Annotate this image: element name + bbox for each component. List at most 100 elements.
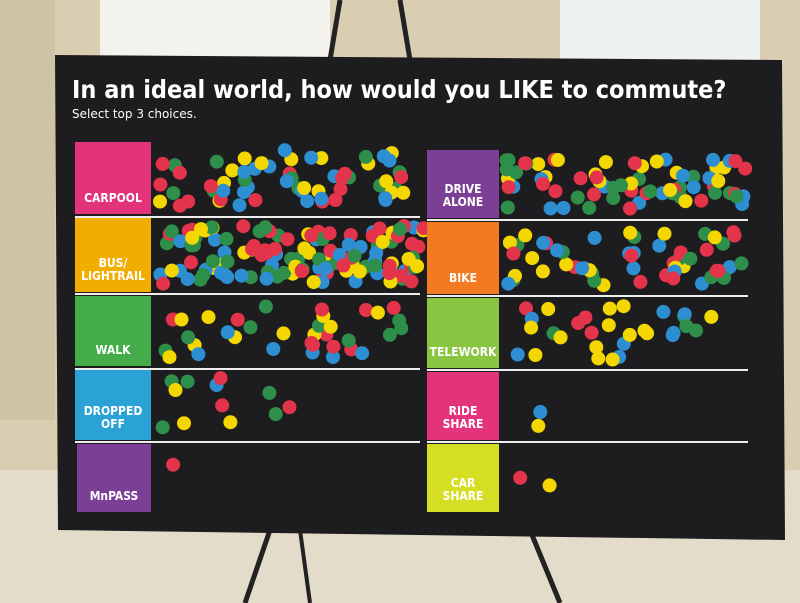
vote-dot (501, 276, 516, 291)
vote-dot (513, 470, 528, 485)
vote-dot (155, 156, 170, 171)
vote-dot (375, 234, 390, 249)
vote-dot (355, 346, 370, 361)
vote-dot (254, 156, 269, 171)
vote-dot (704, 309, 719, 324)
option-tile (427, 372, 499, 440)
vote-dot (393, 222, 407, 237)
vote-dot (297, 181, 312, 195)
vote-dot (587, 230, 602, 245)
vote-dot (541, 302, 556, 316)
vote-dot (276, 326, 291, 341)
vote-dot (382, 327, 397, 342)
vote-dot (518, 228, 533, 243)
easel-leg (527, 529, 563, 603)
easel-leg (242, 529, 273, 603)
board (55, 55, 785, 540)
vote-dot (536, 176, 550, 191)
vote-dot (277, 143, 292, 158)
vote-dot (394, 170, 409, 184)
vote-dot (368, 258, 383, 273)
vote-dot (314, 191, 329, 206)
vote-dot (336, 258, 351, 273)
vote-dot (225, 163, 240, 178)
vote-dot (243, 320, 258, 335)
vote-dot (401, 252, 416, 266)
vote-dot (678, 194, 693, 209)
vote-dot (396, 185, 411, 200)
vote-dot (624, 248, 639, 263)
vote-dot (277, 265, 291, 280)
vote-dot (337, 166, 352, 181)
vote-dot (219, 231, 234, 246)
vote-dot (153, 177, 168, 192)
option-tile (427, 298, 499, 368)
vote-dot (616, 299, 631, 314)
vote-dot (708, 185, 722, 200)
vote-dot (173, 234, 188, 249)
vote-dot (686, 169, 701, 184)
vote-dot (683, 251, 698, 266)
vote-dot (262, 385, 277, 400)
option-label: TELEWORK (430, 345, 497, 359)
vote-dot (665, 328, 680, 343)
vote-dot (738, 161, 753, 176)
option-tile (427, 444, 499, 512)
vote-dot (185, 230, 200, 245)
option-label: RIDE (449, 404, 478, 418)
vote-dot (174, 312, 189, 327)
option-label: MnPASS (90, 489, 139, 503)
vote-dot (223, 415, 238, 430)
vote-dot (404, 274, 419, 289)
vote-dot (347, 248, 362, 263)
vote-dot (181, 194, 196, 209)
vote-dot (598, 155, 613, 170)
vote-dot (155, 420, 170, 435)
vote-dot (328, 193, 343, 207)
option-label: BUS/ (99, 256, 128, 270)
vote-dot (203, 179, 218, 194)
vote-dot (727, 228, 742, 243)
vote-dot (378, 191, 393, 206)
vote-dot (332, 247, 347, 262)
vote-dot (506, 246, 521, 261)
vote-dot (627, 156, 642, 171)
vote-dot (326, 339, 341, 354)
vote-dot (518, 156, 533, 171)
vote-dot (382, 258, 397, 273)
vote-dot (306, 275, 321, 290)
option-label: DRIVE (444, 182, 481, 196)
vote-dot (386, 300, 401, 315)
board-subtitle: Select top 3 choices. (72, 107, 197, 121)
option-tile (75, 142, 151, 214)
vote-dot (570, 190, 585, 205)
vote-dot (237, 164, 252, 179)
vote-dot (663, 183, 678, 197)
vote-dot (677, 307, 692, 322)
vote-dot (156, 276, 171, 291)
vote-dot (525, 251, 540, 266)
vote-dot (550, 153, 565, 167)
vote-dot (605, 352, 620, 367)
vote-dot (326, 350, 340, 364)
vote-dot (582, 200, 597, 215)
option-tile (77, 444, 151, 512)
option-label: WALK (96, 343, 132, 357)
vote-dot (501, 180, 516, 195)
vote-dot (728, 154, 743, 169)
vote-dot (341, 237, 356, 252)
vote-dot (304, 150, 319, 165)
vote-dot (168, 383, 183, 397)
vote-dot (191, 347, 206, 362)
vote-dot (535, 264, 550, 279)
vote-dot (220, 325, 235, 340)
vote-dot (237, 151, 252, 166)
vote-dot (209, 154, 224, 169)
vote-dot (352, 264, 367, 279)
vote-dot (245, 242, 259, 257)
vote-dot (643, 184, 658, 199)
vote-dot (194, 222, 208, 237)
vote-dot (706, 152, 720, 167)
vote-dot (536, 235, 551, 250)
